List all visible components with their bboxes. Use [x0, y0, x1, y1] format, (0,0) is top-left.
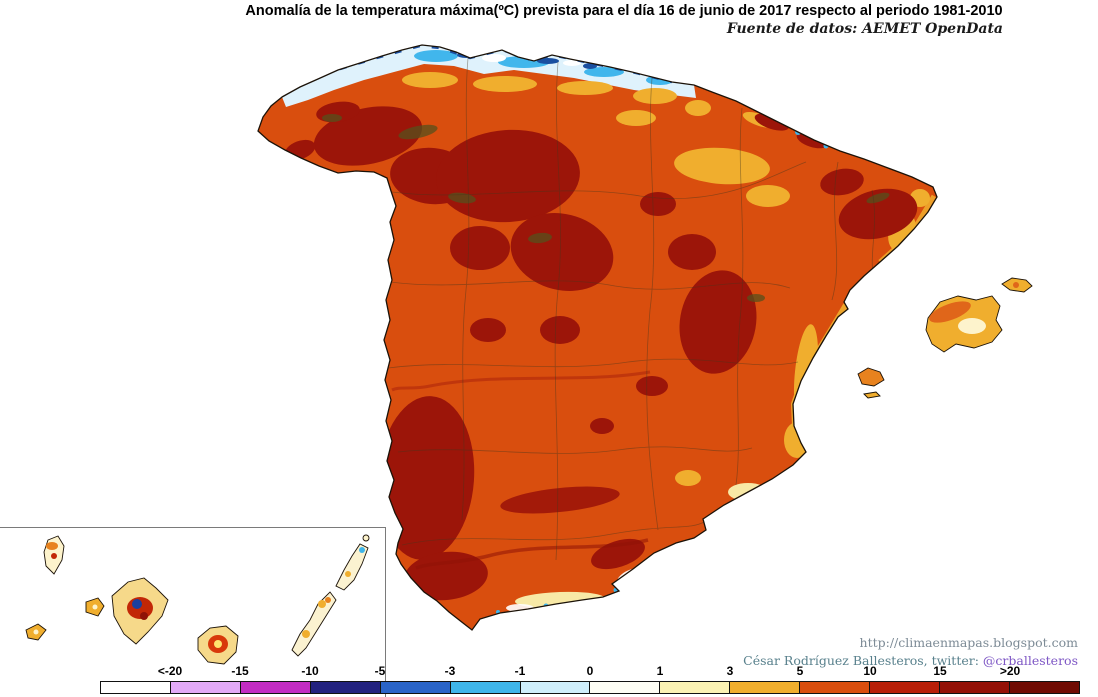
colorbar-segment [450, 682, 521, 693]
colorbar-tick-label: >20 [999, 664, 1021, 678]
canary-islands [25, 534, 370, 665]
data-source-note: Fuente de datos: AEMET OpenData [726, 21, 1003, 37]
colorbar-segment [170, 682, 241, 693]
colorbar-segment [800, 682, 871, 693]
river-valleys [391, 370, 651, 570]
colorbar-segment [520, 682, 591, 693]
colorbar-tick-label: 15 [933, 664, 947, 678]
colorbar-segment [1009, 682, 1079, 693]
north-coast-negative-anomaly [282, 45, 696, 107]
colorbar-tick-label: 3 [726, 664, 734, 678]
balearic-islands [857, 277, 1033, 399]
colorbar-segment [870, 682, 941, 693]
colorbar-segment [660, 682, 731, 693]
colorbar-segments [100, 681, 1080, 694]
colorbar-tick-label: -3 [444, 664, 456, 678]
colorbar-segment [310, 682, 381, 693]
author-credit: César Rodríguez Ballesteros, twitter: @c… [743, 652, 1078, 670]
colorbar-tick-label: 0 [586, 664, 594, 678]
colorbar-tick-label: -10 [301, 664, 319, 678]
colorbar-tick-label: <-20 [157, 664, 183, 678]
colorbar-tick-label: 1 [656, 664, 664, 678]
colorbar-tick-label: 5 [796, 664, 804, 678]
colorbar-tick-label: -15 [231, 664, 249, 678]
colorbar-segment [380, 682, 451, 693]
mountain-texture [322, 114, 890, 302]
colorbar-segment [590, 682, 661, 693]
blog-url: http://climaenmapas.blogspot.com [859, 634, 1078, 650]
colorbar-segment [240, 682, 311, 693]
colorbar-segment [101, 682, 171, 693]
colorbar-tick-label: 10 [863, 664, 877, 678]
colorbar-tick-label: -1 [514, 664, 526, 678]
canary-inset-frame [0, 527, 386, 697]
author-name: César Rodríguez Ballesteros, twitter: [743, 652, 983, 668]
colorbar-segment [730, 682, 801, 693]
map-title: Anomalía de la temperatura máxima(ºC) pr… [245, 3, 1003, 19]
twitter-handle: @crballesteros [982, 652, 1078, 668]
colorbar-segment [940, 682, 1010, 693]
colorbar-labels: <-20 -15 -10 -5 -3 -1 0 1 3 5 10 15 >20 [100, 664, 1080, 679]
footer-credits: http://climaenmapas.blogspot.com César R… [743, 634, 1078, 670]
province-borders [387, 57, 877, 561]
colorbar-tick-label: -5 [374, 664, 386, 678]
